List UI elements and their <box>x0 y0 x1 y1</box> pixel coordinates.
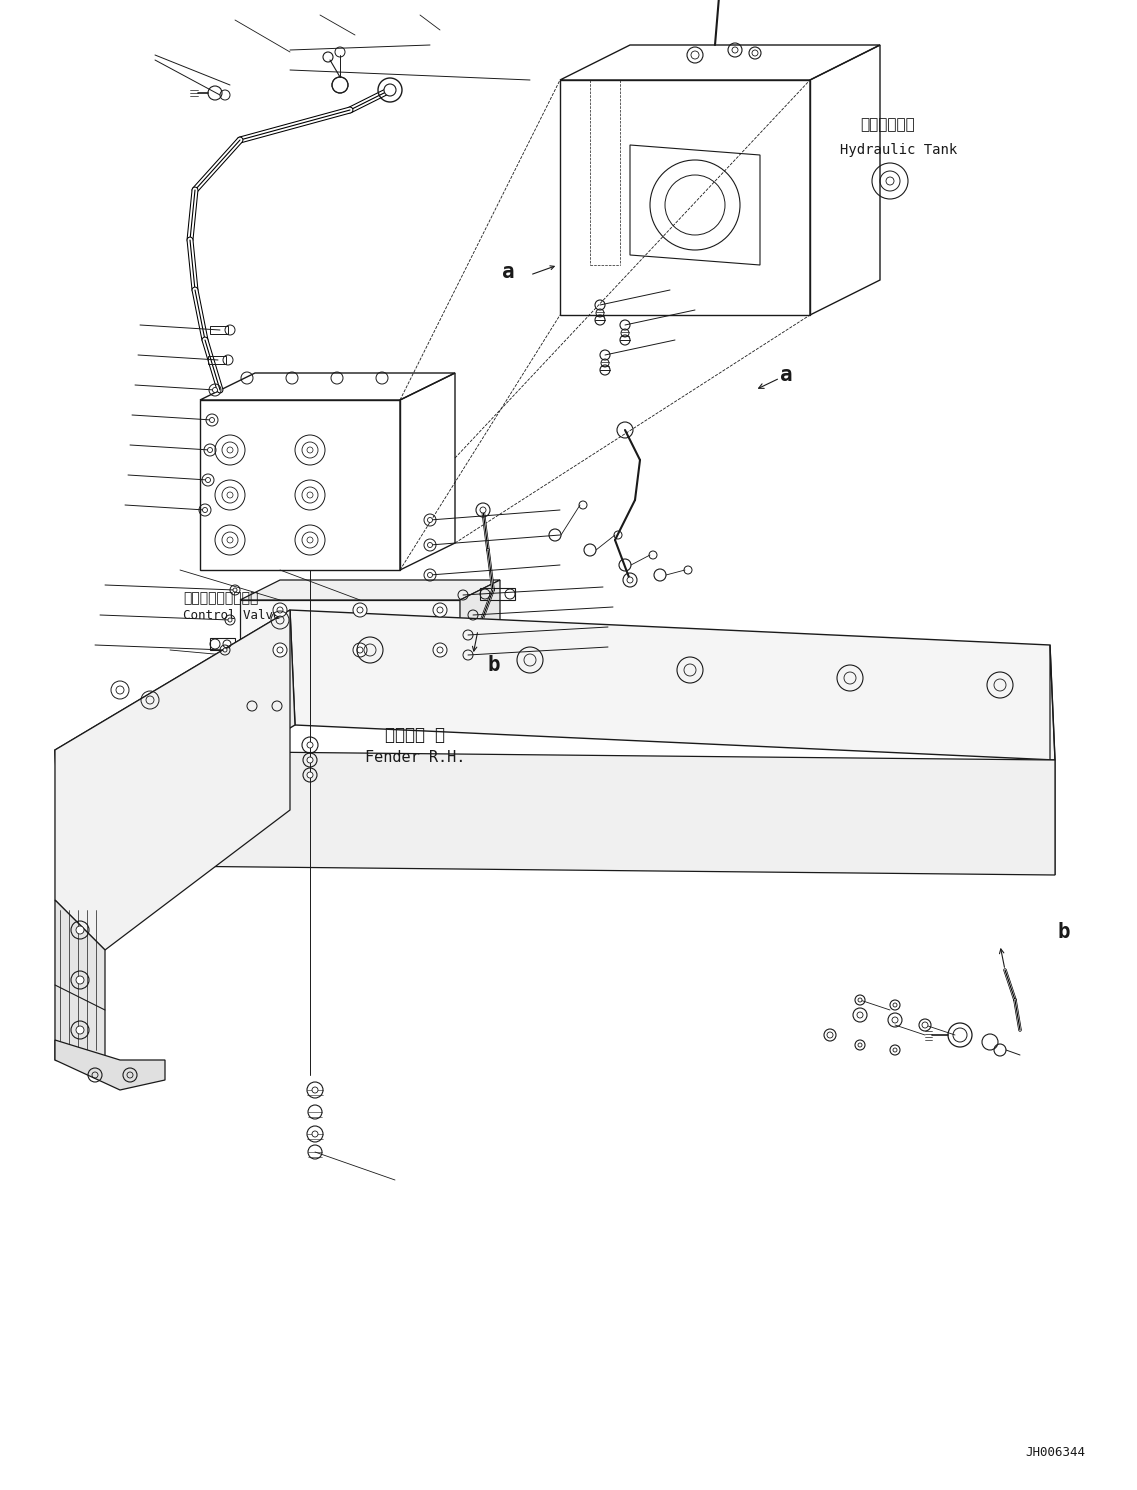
Circle shape <box>202 508 207 513</box>
Circle shape <box>229 618 232 621</box>
Bar <box>240 600 460 660</box>
Circle shape <box>827 1033 833 1039</box>
Polygon shape <box>55 609 294 866</box>
Circle shape <box>307 447 313 453</box>
Circle shape <box>357 647 363 653</box>
Circle shape <box>277 647 283 653</box>
Circle shape <box>76 976 84 983</box>
Polygon shape <box>55 749 60 1059</box>
Polygon shape <box>55 609 290 951</box>
Bar <box>561 80 810 314</box>
Circle shape <box>277 606 283 612</box>
Circle shape <box>227 536 233 542</box>
Text: b: b <box>488 656 500 675</box>
Polygon shape <box>55 1040 165 1091</box>
Text: コントロールバルブ: コントロールバルブ <box>183 592 258 605</box>
Circle shape <box>227 492 233 498</box>
Circle shape <box>433 644 447 657</box>
Circle shape <box>76 925 84 934</box>
Bar <box>200 399 400 571</box>
Circle shape <box>428 517 432 523</box>
Circle shape <box>428 542 432 547</box>
Circle shape <box>206 477 210 483</box>
Circle shape <box>437 606 443 612</box>
Text: b: b <box>1059 922 1071 942</box>
Bar <box>480 589 515 600</box>
Text: Fender R.H.: Fender R.H. <box>365 749 465 764</box>
Circle shape <box>352 644 367 657</box>
Circle shape <box>312 1088 318 1094</box>
Circle shape <box>437 647 443 653</box>
Circle shape <box>626 577 633 583</box>
Circle shape <box>307 772 313 778</box>
Circle shape <box>886 177 894 185</box>
Circle shape <box>893 1018 898 1024</box>
Circle shape <box>76 1027 84 1034</box>
Bar <box>210 638 235 650</box>
Circle shape <box>352 603 367 617</box>
Circle shape <box>273 603 287 617</box>
Bar <box>208 356 226 364</box>
Circle shape <box>433 603 447 617</box>
Polygon shape <box>290 609 1055 760</box>
Bar <box>242 697 287 715</box>
Circle shape <box>227 447 233 453</box>
Circle shape <box>307 742 313 748</box>
Circle shape <box>207 447 213 453</box>
Circle shape <box>858 998 862 1001</box>
Circle shape <box>858 1043 862 1047</box>
Circle shape <box>213 387 217 392</box>
Text: Control Valve: Control Valve <box>183 608 281 621</box>
Text: Hydraulic Tank: Hydraulic Tank <box>840 143 957 156</box>
Circle shape <box>307 536 313 542</box>
Circle shape <box>233 589 236 592</box>
Polygon shape <box>240 580 500 600</box>
Polygon shape <box>460 580 500 660</box>
Circle shape <box>384 83 396 95</box>
Circle shape <box>893 1003 897 1007</box>
Text: フェンダ 右: フェンダ 右 <box>385 726 445 744</box>
Text: 作動油タンク: 作動油タンク <box>860 118 915 133</box>
Text: a: a <box>501 262 514 282</box>
Circle shape <box>223 648 227 653</box>
Circle shape <box>893 1047 897 1052</box>
Circle shape <box>307 492 313 498</box>
Circle shape <box>922 1022 928 1028</box>
Circle shape <box>312 1131 318 1137</box>
Circle shape <box>357 606 363 612</box>
Circle shape <box>428 572 432 578</box>
Text: JH006344: JH006344 <box>1024 1445 1085 1459</box>
Bar <box>210 326 229 334</box>
Text: a: a <box>780 365 792 384</box>
Circle shape <box>480 507 485 513</box>
Circle shape <box>307 757 313 763</box>
Polygon shape <box>55 749 1055 875</box>
Polygon shape <box>55 900 105 1059</box>
Circle shape <box>857 1012 863 1018</box>
Circle shape <box>209 417 215 423</box>
Circle shape <box>273 644 287 657</box>
